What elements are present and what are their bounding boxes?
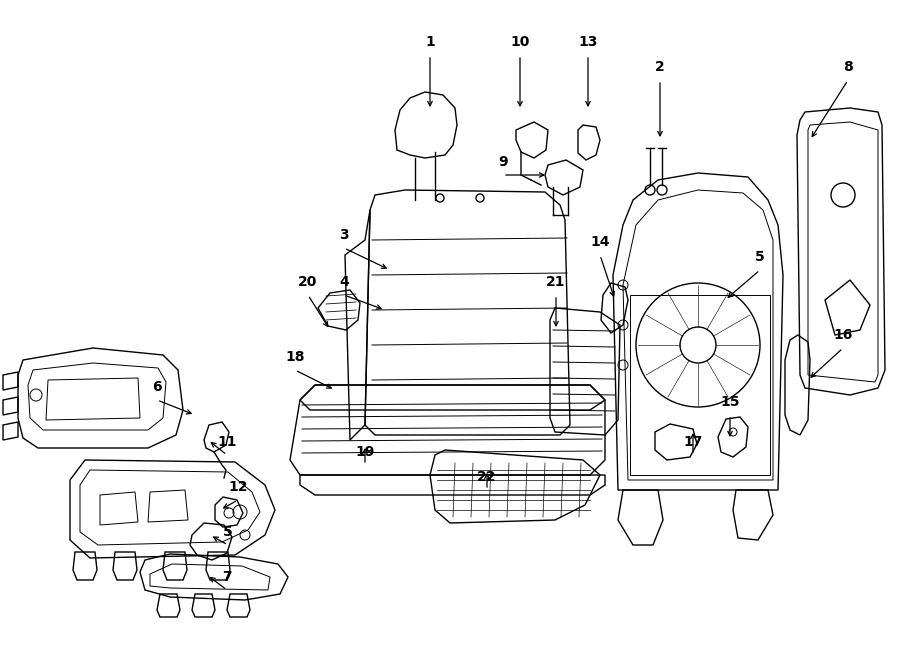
Text: 10: 10: [510, 35, 530, 49]
Text: 19: 19: [356, 445, 374, 459]
Text: 9: 9: [499, 155, 508, 169]
Text: 8: 8: [843, 60, 853, 74]
Text: 1: 1: [425, 35, 435, 49]
Text: 12: 12: [229, 480, 248, 494]
Text: 4: 4: [339, 275, 349, 289]
Text: 16: 16: [833, 328, 852, 342]
Text: 5: 5: [223, 525, 233, 539]
Text: 17: 17: [683, 435, 703, 449]
Text: 11: 11: [217, 435, 237, 449]
Text: 15: 15: [720, 395, 740, 409]
Text: 5: 5: [755, 250, 765, 264]
Text: 13: 13: [579, 35, 598, 49]
Text: 14: 14: [590, 235, 610, 249]
Text: 20: 20: [298, 275, 318, 289]
Text: 3: 3: [339, 228, 349, 242]
Text: 2: 2: [655, 60, 665, 74]
Text: 7: 7: [222, 570, 232, 584]
Text: 22: 22: [477, 470, 497, 484]
Text: 18: 18: [285, 350, 305, 364]
Text: 21: 21: [546, 275, 566, 289]
Text: 6: 6: [152, 380, 162, 394]
